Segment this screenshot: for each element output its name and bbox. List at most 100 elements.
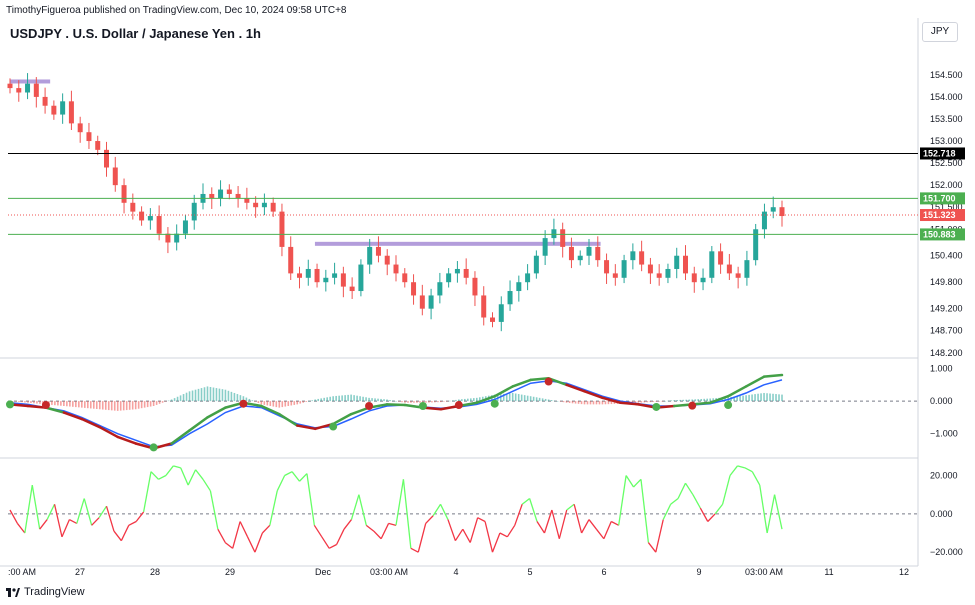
- macd-line-segment: [98, 425, 119, 439]
- macd-histogram-bar: [12, 401, 14, 402]
- candle-body: [656, 273, 662, 278]
- oscillator-segment: [343, 519, 352, 530]
- oscillator-segment: [439, 503, 449, 520]
- macd-histogram-bar: [39, 401, 41, 404]
- oscillator-segment: [269, 490, 278, 526]
- macd-histogram-bar: [724, 397, 726, 402]
- candle-body: [481, 295, 487, 318]
- macd-histogram-bar: [176, 396, 179, 402]
- oscillator-segment: [633, 478, 642, 488]
- candle-body: [402, 273, 408, 283]
- macd-histogram-bar: [236, 394, 239, 402]
- price-tick-label: 150.400: [930, 251, 963, 261]
- oscillator-segment: [751, 471, 761, 486]
- macd-histogram-bar: [745, 395, 747, 402]
- price-level-tag-label: 151.700: [923, 193, 956, 203]
- oscillator-segment: [336, 528, 345, 545]
- macd-histogram-bar: [604, 401, 607, 405]
- macd-histogram-bar: [194, 389, 197, 402]
- oscillator-segment: [447, 519, 456, 541]
- macd-line-segment: [583, 390, 604, 400]
- candle-body: [744, 260, 750, 278]
- oscillator-segment: [506, 524, 516, 538]
- oscillator-segment: [373, 530, 382, 540]
- macd-histogram-bar: [149, 401, 152, 407]
- candle-body: [718, 251, 724, 265]
- candle-body: [51, 105, 57, 115]
- macd-histogram-bar: [508, 393, 511, 402]
- macd-histogram-bar: [36, 401, 38, 404]
- macd-histogram-bar: [404, 401, 406, 403]
- macd-histogram-bar: [140, 401, 143, 409]
- macd-histogram-bar: [470, 398, 472, 402]
- macd-histogram-bar: [317, 398, 320, 402]
- crossover-dot: [239, 399, 248, 408]
- macd-histogram-bar: [505, 393, 508, 402]
- macd-histogram-bar: [493, 394, 496, 402]
- candle-body: [305, 268, 311, 278]
- macd-histogram-bar: [293, 401, 296, 405]
- macd-histogram-bar: [640, 401, 643, 403]
- macd-histogram-bar: [748, 394, 750, 402]
- candle-body: [542, 238, 548, 256]
- candle-body: [323, 277, 329, 283]
- macd-histogram-bar: [347, 394, 349, 402]
- oscillator-segment: [670, 497, 679, 505]
- candle-body: [367, 246, 373, 265]
- macd-histogram-bar: [574, 401, 577, 404]
- macd-histogram-bar: [119, 401, 122, 411]
- macd-histogram-bar: [278, 401, 281, 408]
- macd-histogram-bar: [365, 397, 367, 402]
- macd-histogram-bar: [374, 398, 376, 402]
- macd-histogram-bar: [257, 401, 260, 404]
- macd-histogram-bar: [92, 401, 95, 409]
- candle-body: [130, 202, 136, 212]
- macd-histogram-bar: [769, 393, 771, 402]
- candle-body: [112, 167, 118, 186]
- crossover-dot: [544, 377, 553, 386]
- oscillator-segment: [699, 507, 709, 522]
- oscillator-segment: [261, 524, 271, 534]
- candle-body: [279, 211, 285, 247]
- time-tick-label: 11: [824, 567, 833, 577]
- candle-body: [586, 246, 592, 256]
- macd-histogram-bar: [526, 395, 529, 402]
- osc-tick-label: 20.000: [930, 471, 958, 481]
- candle-body: [393, 264, 399, 274]
- candle-body: [261, 202, 267, 208]
- macd-line-segment: [529, 377, 550, 382]
- crossover-dot: [149, 443, 158, 452]
- macd-histogram-bar: [305, 401, 308, 402]
- macd-histogram-bar: [101, 401, 104, 410]
- time-tick-label: 12: [899, 567, 909, 577]
- macd-histogram-bar: [362, 396, 364, 402]
- oscillator-segment: [53, 504, 63, 537]
- oscillator-segment: [232, 521, 241, 549]
- candle-body: [147, 216, 153, 221]
- macd-histogram-bar: [766, 393, 768, 402]
- oscillator-segment: [462, 528, 471, 543]
- macd-histogram-bar: [263, 401, 266, 405]
- footer: TradingView: [6, 586, 85, 598]
- macd-histogram-bar: [434, 401, 436, 403]
- macd-histogram-bar: [661, 401, 664, 402]
- macd-histogram-bar: [84, 401, 86, 408]
- crossover-dot: [688, 401, 697, 410]
- oscillator-segment: [202, 478, 211, 492]
- macd-histogram-bar: [143, 401, 146, 408]
- currency-selector[interactable]: JPY: [922, 22, 958, 42]
- oscillator-segment: [224, 542, 234, 549]
- candle-body: [332, 273, 338, 278]
- macd-histogram-bar: [164, 401, 167, 402]
- macd-histogram-bar: [110, 401, 113, 411]
- price-tick-label: 148.200: [930, 348, 963, 358]
- macd-histogram-bar: [152, 401, 155, 406]
- candle-body: [612, 273, 618, 278]
- macd-tick-label: 1.000: [930, 364, 953, 374]
- candle-body: [691, 273, 697, 283]
- price-tick-label: 154.000: [930, 92, 963, 102]
- macd-histogram-bar: [389, 400, 391, 402]
- macd-histogram-bar: [481, 396, 484, 402]
- oscillator-segment: [729, 465, 738, 476]
